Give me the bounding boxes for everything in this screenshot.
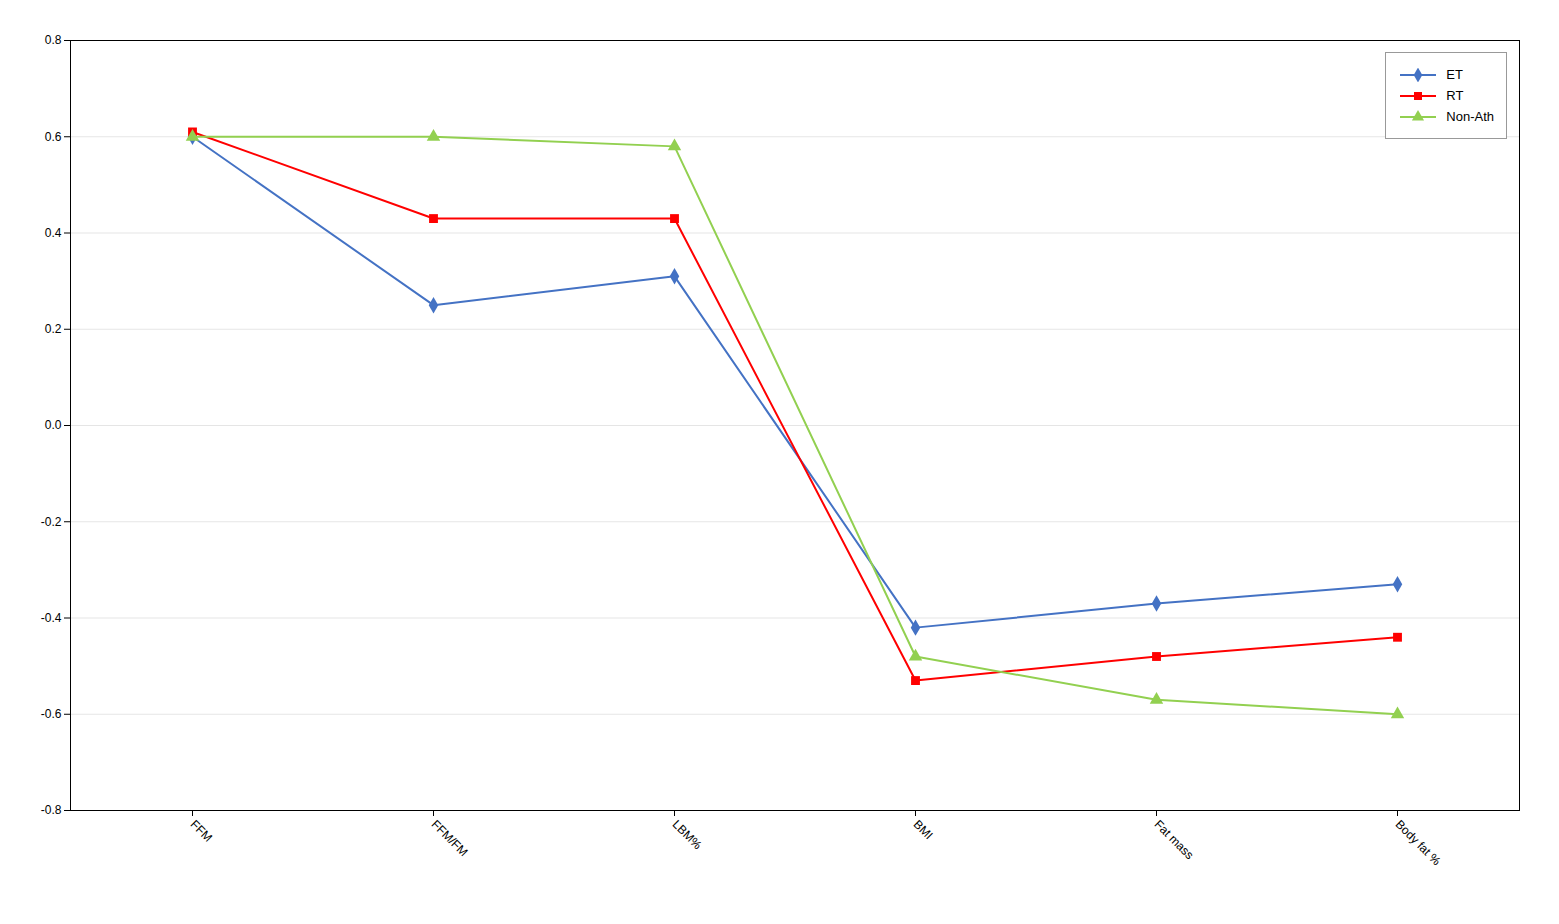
html-text:ET: ET <box>1446 67 1463 82</box>
svg-text:FFM/FM: FFM/FM <box>429 817 471 859</box>
svg-text:Body fat %: Body fat % <box>1393 817 1444 868</box>
svg-text:0.0: 0.0 <box>45 418 62 432</box>
svg-text:FFM: FFM <box>188 817 215 844</box>
svg-text:LBM%: LBM% <box>670 817 705 852</box>
svg-text:-0.4: -0.4 <box>41 611 62 625</box>
svg-text:-0.8: -0.8 <box>41 803 62 817</box>
svg-text:-0.6: -0.6 <box>41 707 62 721</box>
html-text:RT: RT <box>1446 88 1464 103</box>
svg-text:BMI: BMI <box>911 817 936 842</box>
svg-text:0.4: 0.4 <box>45 226 62 240</box>
svg-text:-0.2: -0.2 <box>41 515 62 529</box>
svg-text:Fat mass: Fat mass <box>1152 817 1197 862</box>
svg-text:0.6: 0.6 <box>45 130 62 144</box>
svg-text:0.2: 0.2 <box>45 322 62 336</box>
html-text:Non-Ath: Non-Ath <box>1446 109 1494 124</box>
svg-text:0.8: 0.8 <box>45 33 62 47</box>
